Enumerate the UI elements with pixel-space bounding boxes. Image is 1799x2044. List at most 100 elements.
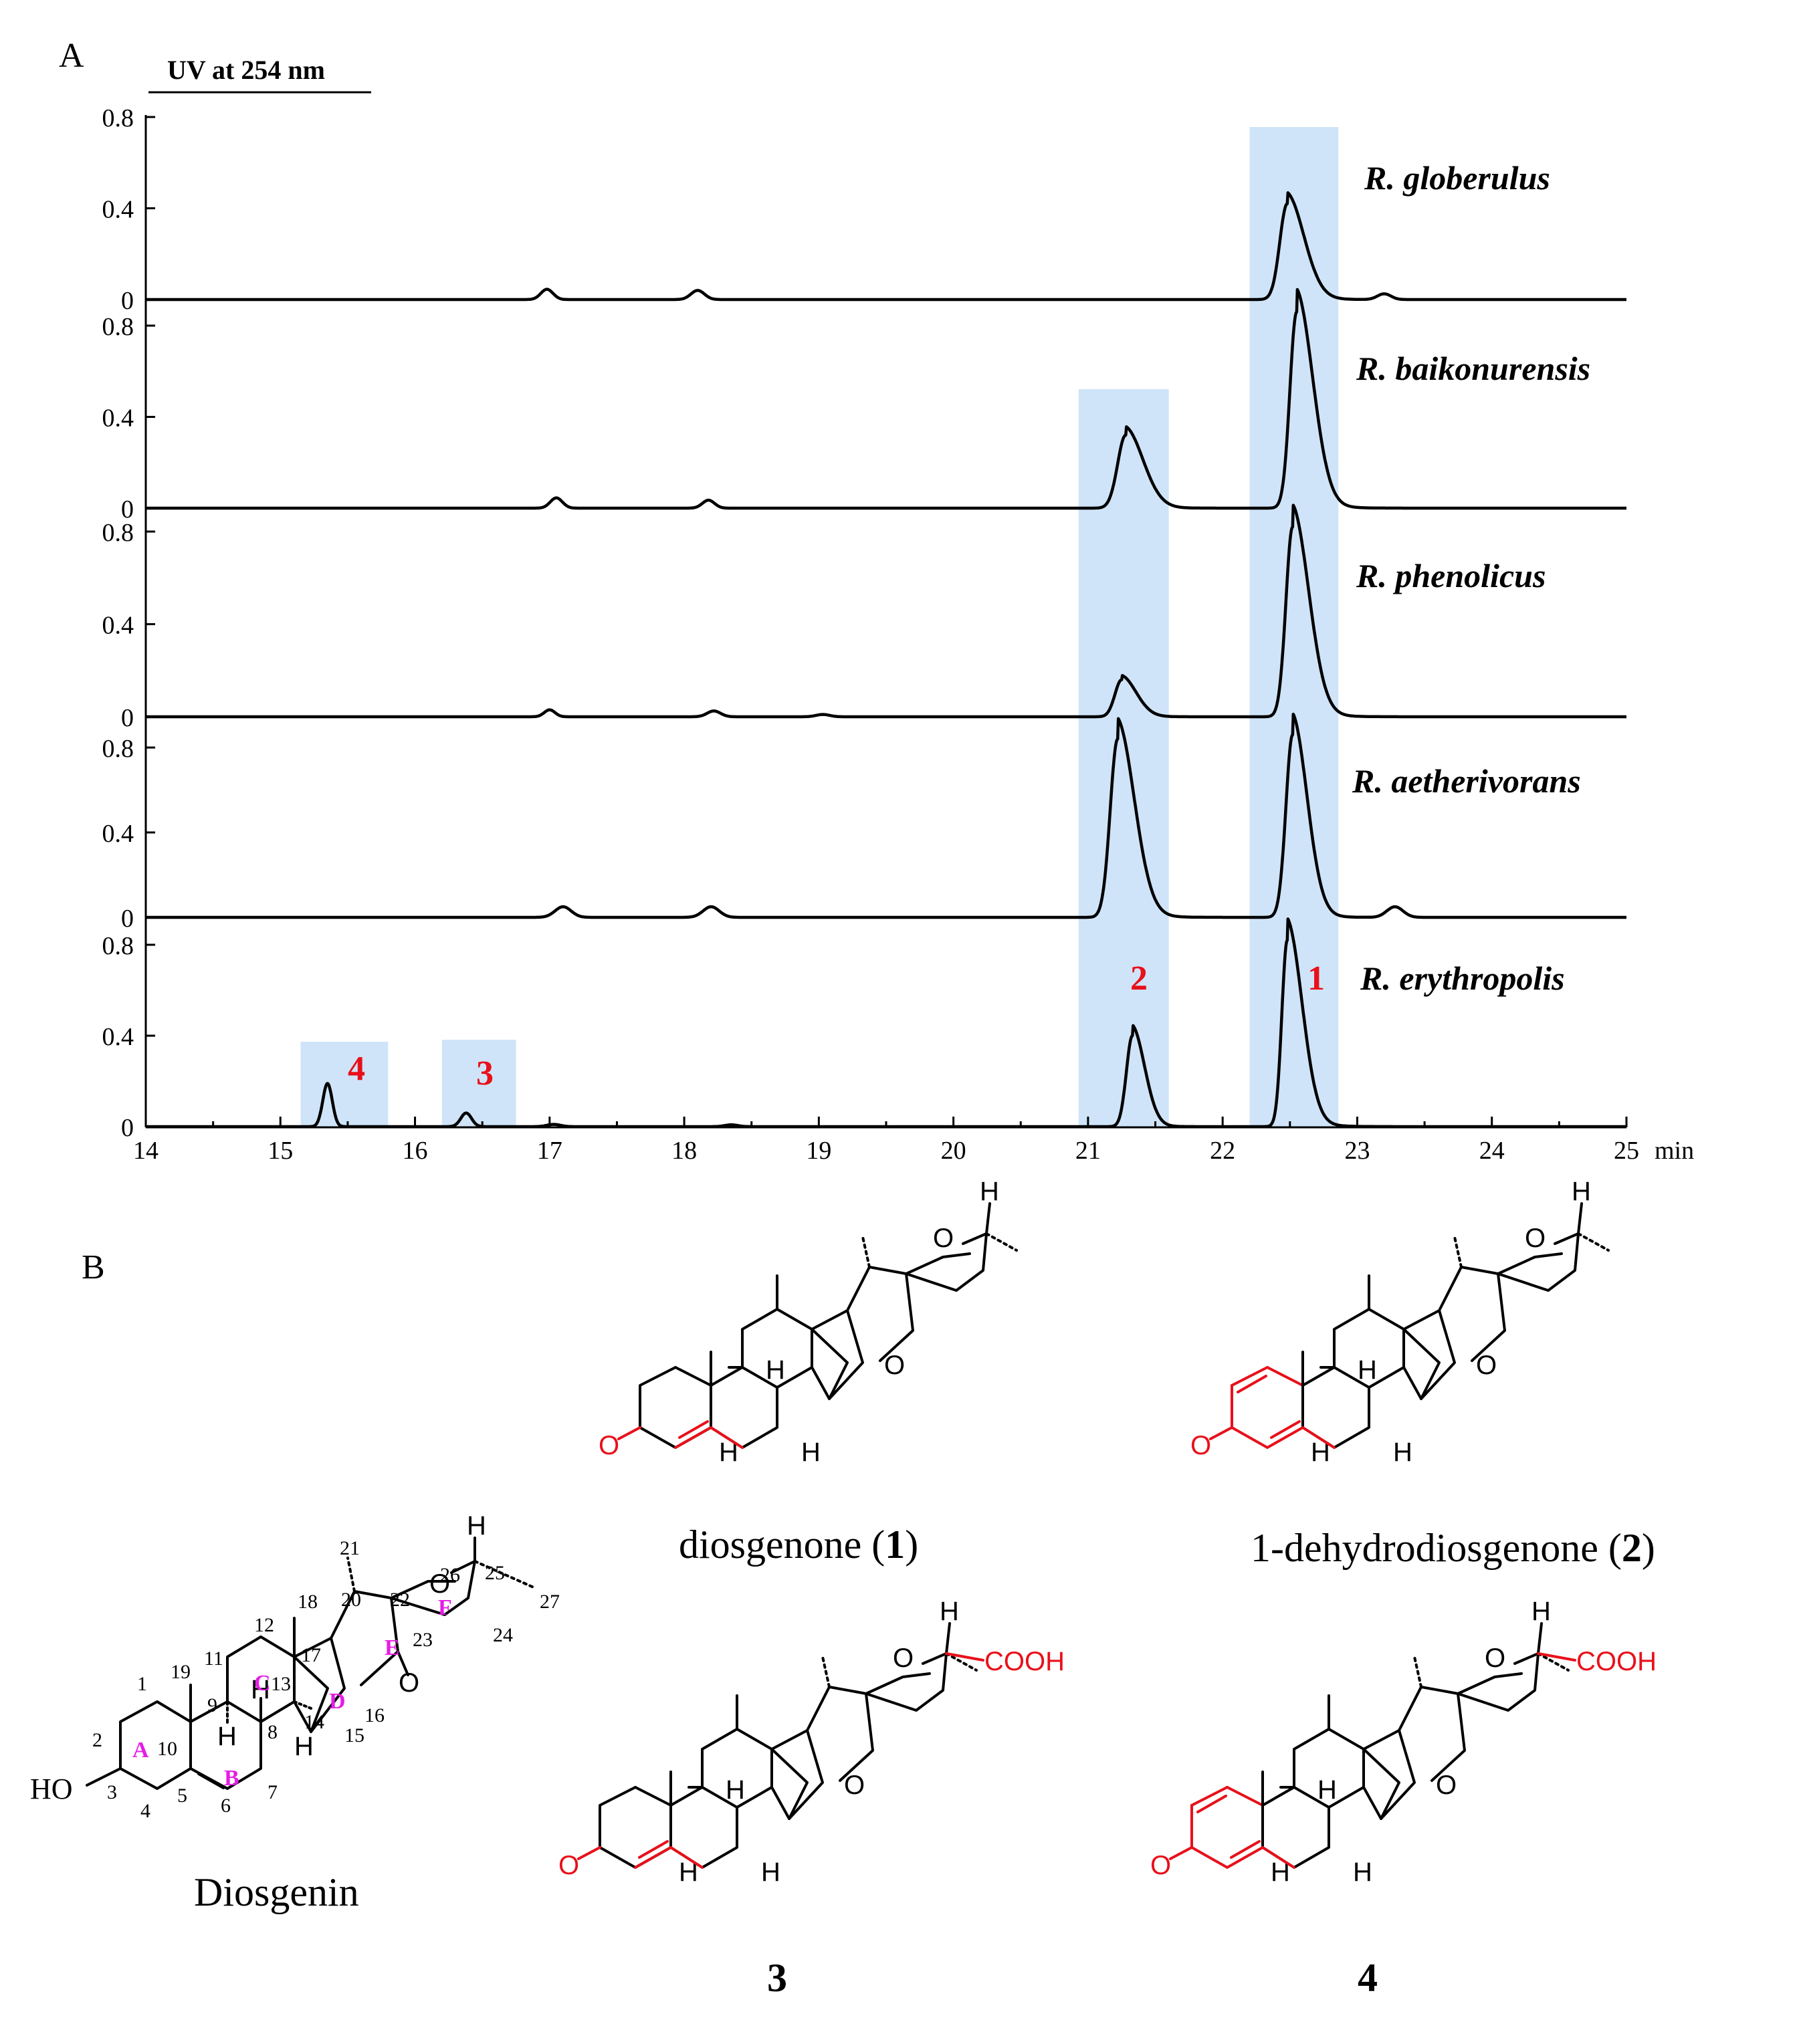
y-tick-label: 0.4 bbox=[102, 1023, 134, 1051]
y-tick-label: 0.4 bbox=[102, 612, 134, 640]
y-tick-label: 0.8 bbox=[102, 313, 134, 341]
atom-number: 17 bbox=[301, 1644, 321, 1666]
y-tick-label: 0.4 bbox=[102, 196, 134, 224]
y-tick-label: 0 bbox=[121, 905, 134, 933]
o-atom: O bbox=[558, 1851, 579, 1880]
o-atom: O bbox=[599, 1431, 619, 1460]
atom-number: 16 bbox=[364, 1704, 385, 1726]
x-tick-label: 21 bbox=[1075, 1137, 1101, 1165]
y-tick-label: 0.8 bbox=[102, 519, 134, 547]
atom-number: 6 bbox=[221, 1795, 231, 1817]
atom-number: 10 bbox=[157, 1738, 177, 1760]
label-3: 3 bbox=[767, 1956, 787, 2000]
ring-label-f: F bbox=[438, 1595, 452, 1620]
y-tick-label: 0 bbox=[121, 704, 134, 732]
atom-number: 27 bbox=[540, 1591, 560, 1613]
label-4: 4 bbox=[1358, 1956, 1378, 2000]
h-atom: H bbox=[294, 1732, 314, 1761]
panel-label-a: A bbox=[59, 37, 84, 75]
atom-number: 15 bbox=[344, 1724, 364, 1746]
atom-number: 2 bbox=[92, 1729, 102, 1751]
trace-3 bbox=[144, 503, 1628, 719]
series-label-3: R. phenolicus bbox=[1356, 557, 1546, 594]
atom-number: 8 bbox=[268, 1721, 278, 1743]
y-tick-label: 0.8 bbox=[102, 104, 134, 132]
atom-number: 5 bbox=[177, 1785, 187, 1807]
series-label-2: R. baikonurensis bbox=[1356, 350, 1590, 387]
ring-label-d: D bbox=[329, 1689, 346, 1714]
atom-number: 4 bbox=[140, 1800, 150, 1822]
peak-label-2: 2 bbox=[1130, 959, 1148, 998]
x-tick-label: 16 bbox=[403, 1137, 428, 1165]
atom-number: 23 bbox=[413, 1629, 433, 1651]
structure-diosgenin: O O H H H H HO A B C D E F 1 2 3 4 5 6 7… bbox=[30, 1511, 560, 1914]
atom-number: 22 bbox=[390, 1589, 410, 1611]
o-atom: O bbox=[399, 1668, 419, 1698]
atom-number: 12 bbox=[254, 1614, 274, 1636]
structure-1-dehydrodiosgenone: O bbox=[1190, 1175, 1610, 1468]
x-tick-label: 25 bbox=[1614, 1137, 1639, 1165]
x-tick-label: 18 bbox=[671, 1137, 697, 1165]
y-tick-label: 0 bbox=[121, 287, 134, 315]
h-atom: H bbox=[467, 1511, 486, 1541]
cooh-group: COOH bbox=[1576, 1647, 1657, 1676]
structure-4: O COOH bbox=[1150, 1595, 1657, 1888]
highlight-window-3 bbox=[441, 1040, 516, 1127]
cooh-group: COOH bbox=[984, 1647, 1065, 1676]
ring-label-b: B bbox=[224, 1766, 239, 1791]
chromatogram-chart: 00.40.800.40.800.40.800.40.800.40.814 15 1… bbox=[102, 104, 1695, 1165]
series-label-4: R. aetherivorans bbox=[1352, 762, 1581, 800]
atom-number: 14 bbox=[304, 1711, 324, 1733]
x-tick-label: 15 bbox=[268, 1137, 293, 1165]
o-atom: O bbox=[1150, 1851, 1171, 1880]
ring-label-e: E bbox=[385, 1635, 400, 1660]
atom-number: 9 bbox=[207, 1694, 217, 1716]
chart-title: UV at 254 nm bbox=[167, 55, 325, 85]
x-tick-label: 20 bbox=[941, 1137, 966, 1165]
atom-number: 19 bbox=[171, 1661, 191, 1683]
label-1-dehydrodiosgenone: 1-dehydrodiosgenone (2) bbox=[1251, 1526, 1655, 1570]
trace-2 bbox=[144, 288, 1628, 510]
structure-3: O COOH bbox=[558, 1595, 1065, 1888]
label-diosgenone: diosgenone (1) bbox=[679, 1522, 918, 1567]
highlight-window-2 bbox=[1078, 389, 1169, 1127]
y-tick-label: 0.8 bbox=[102, 735, 134, 763]
panel-label-b: B bbox=[82, 1248, 105, 1286]
ring-label-a: A bbox=[132, 1738, 149, 1763]
y-tick-label: 0.4 bbox=[102, 820, 134, 848]
x-axis-label: min bbox=[1655, 1137, 1694, 1165]
h-atom: H bbox=[217, 1722, 237, 1751]
atom-number: 25 bbox=[485, 1562, 505, 1584]
atom-number: 7 bbox=[268, 1781, 278, 1803]
h-atom: H bbox=[251, 1675, 270, 1704]
series-label-1: R. globerulus bbox=[1364, 159, 1550, 197]
peak-label-1: 1 bbox=[1307, 959, 1325, 998]
peak-label-4: 4 bbox=[348, 1050, 365, 1088]
x-tick-label: 24 bbox=[1479, 1137, 1505, 1165]
label-diosgenin: Diosgenin bbox=[194, 1870, 359, 1914]
atom-number: 11 bbox=[204, 1648, 223, 1670]
x-tick-label: 23 bbox=[1344, 1137, 1370, 1165]
o-atom: O bbox=[429, 1569, 450, 1599]
y-tick-label: 0 bbox=[121, 1114, 134, 1142]
atom-number: 20 bbox=[341, 1589, 361, 1611]
peak-label-3: 3 bbox=[476, 1054, 494, 1093]
y-tick-label: 0.8 bbox=[102, 932, 134, 960]
y-tick-label: 0.4 bbox=[102, 405, 134, 433]
trace-5 bbox=[144, 917, 1628, 1129]
atom-number: 24 bbox=[493, 1624, 513, 1646]
structure-diosgenone: O diosgenone (1) bbox=[599, 1175, 1018, 1567]
trace-4 bbox=[144, 712, 1628, 919]
atom-number: 18 bbox=[298, 1591, 318, 1613]
y-tick-label: 0 bbox=[121, 495, 134, 524]
x-tick-label: 19 bbox=[806, 1137, 831, 1165]
o-atom: O bbox=[1190, 1431, 1211, 1460]
atom-number: 3 bbox=[107, 1781, 117, 1803]
ho-group: HO bbox=[30, 1773, 73, 1805]
x-tick-label: 14 bbox=[133, 1137, 158, 1165]
atom-number: 21 bbox=[340, 1537, 360, 1559]
highlight-window-4 bbox=[300, 1042, 389, 1127]
x-tick-label: 22 bbox=[1210, 1137, 1235, 1165]
trace-1 bbox=[144, 191, 1628, 302]
